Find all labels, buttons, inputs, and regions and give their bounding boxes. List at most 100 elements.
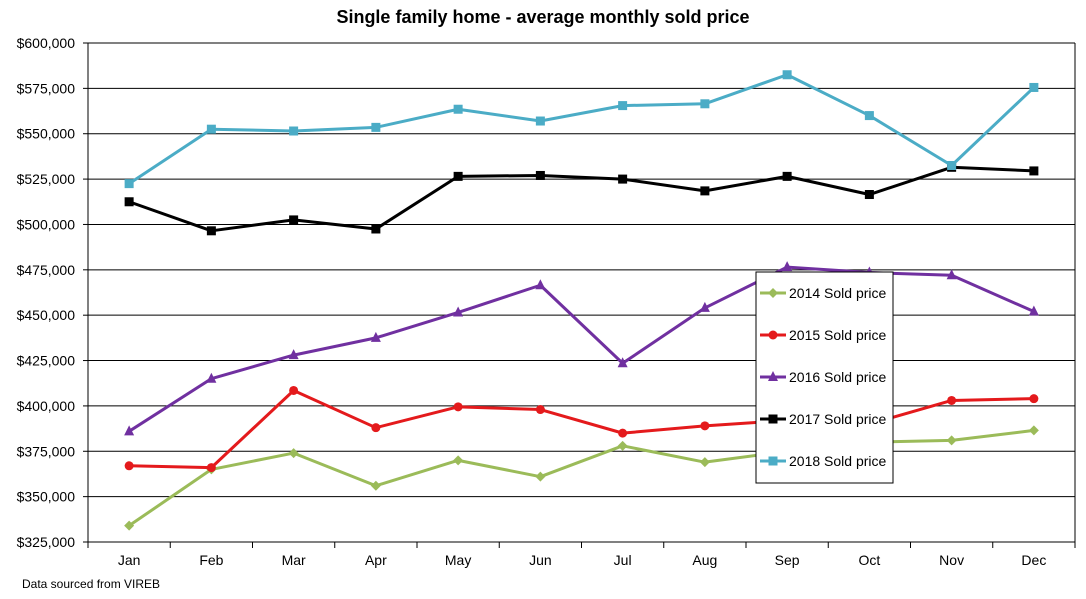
legend-entry: 2015 Sold price: [789, 327, 887, 343]
data-point: [289, 126, 299, 136]
data-point: [371, 122, 381, 132]
y-tick-label: $525,000: [17, 171, 76, 187]
x-tick-label: Jun: [529, 552, 552, 568]
x-tick-label: Oct: [858, 552, 880, 568]
y-tick-label: $600,000: [17, 35, 76, 51]
data-point: [371, 224, 381, 234]
x-tick-label: Jan: [118, 552, 141, 568]
data-point: [618, 174, 628, 184]
data-point: [946, 435, 957, 446]
legend-entry: 2017 Sold price: [789, 411, 887, 427]
data-point: [700, 99, 710, 109]
y-tick-label: $475,000: [17, 262, 76, 278]
data-point: [782, 261, 793, 272]
legend-marker: [768, 371, 778, 381]
data-point: [124, 179, 134, 189]
legend: 2014 Sold price 2015 Sold price 2016 Sold …: [755, 271, 894, 484]
legend-entry: 2018 Sold price: [789, 453, 887, 469]
y-tick-label: $575,000: [17, 80, 76, 96]
data-point: [618, 428, 628, 438]
data-point: [288, 349, 299, 360]
data-point: [1029, 82, 1039, 92]
data-point: [1029, 394, 1039, 404]
data-point: [947, 395, 957, 405]
data-point: [535, 471, 546, 482]
data-point: [864, 111, 874, 121]
legend-marker: [768, 414, 778, 424]
data-point: [947, 160, 957, 170]
data-point: [289, 215, 299, 225]
data-point: [782, 70, 792, 80]
grid: [88, 42, 1075, 543]
x-tick-label: Dec: [1021, 552, 1046, 568]
chart-title: Single family home - average monthly sol…: [336, 7, 749, 27]
data-point: [535, 405, 545, 415]
data-point: [206, 372, 217, 383]
data-point: [617, 357, 628, 368]
data-point: [206, 226, 216, 236]
data-point: [453, 455, 464, 466]
source-note: Data sourced from VIREB: [22, 577, 160, 591]
data-point: [453, 171, 463, 181]
data-point: [1028, 425, 1039, 436]
y-tick-label: $425,000: [17, 353, 76, 369]
data-point: [699, 457, 710, 468]
data-point: [535, 116, 545, 126]
series-2016: [124, 261, 1039, 436]
data-point: [206, 463, 216, 473]
data-point: [124, 520, 135, 531]
y-tick-label: $350,000: [17, 489, 76, 505]
legend-marker: [768, 456, 778, 466]
data-point: [370, 331, 381, 342]
x-tick-label: Aug: [692, 552, 717, 568]
data-point: [288, 448, 299, 459]
series-line: [128, 165, 1034, 233]
x-tick-label: May: [445, 552, 471, 568]
data-point: [946, 269, 957, 280]
y-tick-label: $325,000: [17, 534, 76, 550]
data-point: [1028, 305, 1039, 316]
data-point: [617, 440, 628, 451]
data-point: [124, 197, 134, 207]
data-point: [371, 423, 381, 433]
series-line: [128, 428, 1035, 527]
series-line: [128, 73, 1035, 185]
data-point: [453, 306, 464, 317]
data-point: [700, 186, 710, 196]
x-tick-label: Apr: [365, 552, 387, 568]
data-point: [453, 402, 463, 412]
x-tick-label: Feb: [199, 552, 223, 568]
data-point: [700, 421, 710, 431]
y-tick-label: $550,000: [17, 126, 76, 142]
data-point: [864, 190, 874, 200]
series-2014: [124, 425, 1039, 531]
axes: $325,000 $350,000 $375,000 $400,000 $425,000…: [17, 35, 1076, 568]
y-tick-label: $450,000: [17, 307, 76, 323]
legend-entry: 2016 Sold price: [789, 369, 887, 385]
data-point: [618, 101, 628, 111]
series-2018: [124, 70, 1039, 189]
x-tick-label: Jul: [614, 552, 632, 568]
y-tick-label: $400,000: [17, 398, 76, 414]
x-tick-label: Sep: [775, 552, 800, 568]
y-tick-label: $500,000: [17, 216, 76, 232]
data-point: [535, 170, 545, 180]
data-point: [206, 124, 216, 134]
x-tick-label: Mar: [282, 552, 306, 568]
data-point: [453, 104, 463, 114]
data-point: [124, 461, 134, 471]
data-point: [370, 480, 381, 491]
data-point: [1029, 166, 1039, 176]
legend-marker: [768, 288, 778, 298]
data-point: [699, 301, 710, 312]
data-point: [124, 425, 135, 436]
data-point: [535, 279, 546, 290]
data-point: [782, 171, 792, 181]
series-line: [129, 388, 1034, 470]
series-layer: [124, 70, 1039, 531]
legend-entry: 2014 Sold price: [789, 285, 887, 301]
y-tick-label: $375,000: [17, 443, 76, 459]
series-line: [128, 265, 1035, 433]
x-tick-label: Nov: [939, 552, 964, 568]
